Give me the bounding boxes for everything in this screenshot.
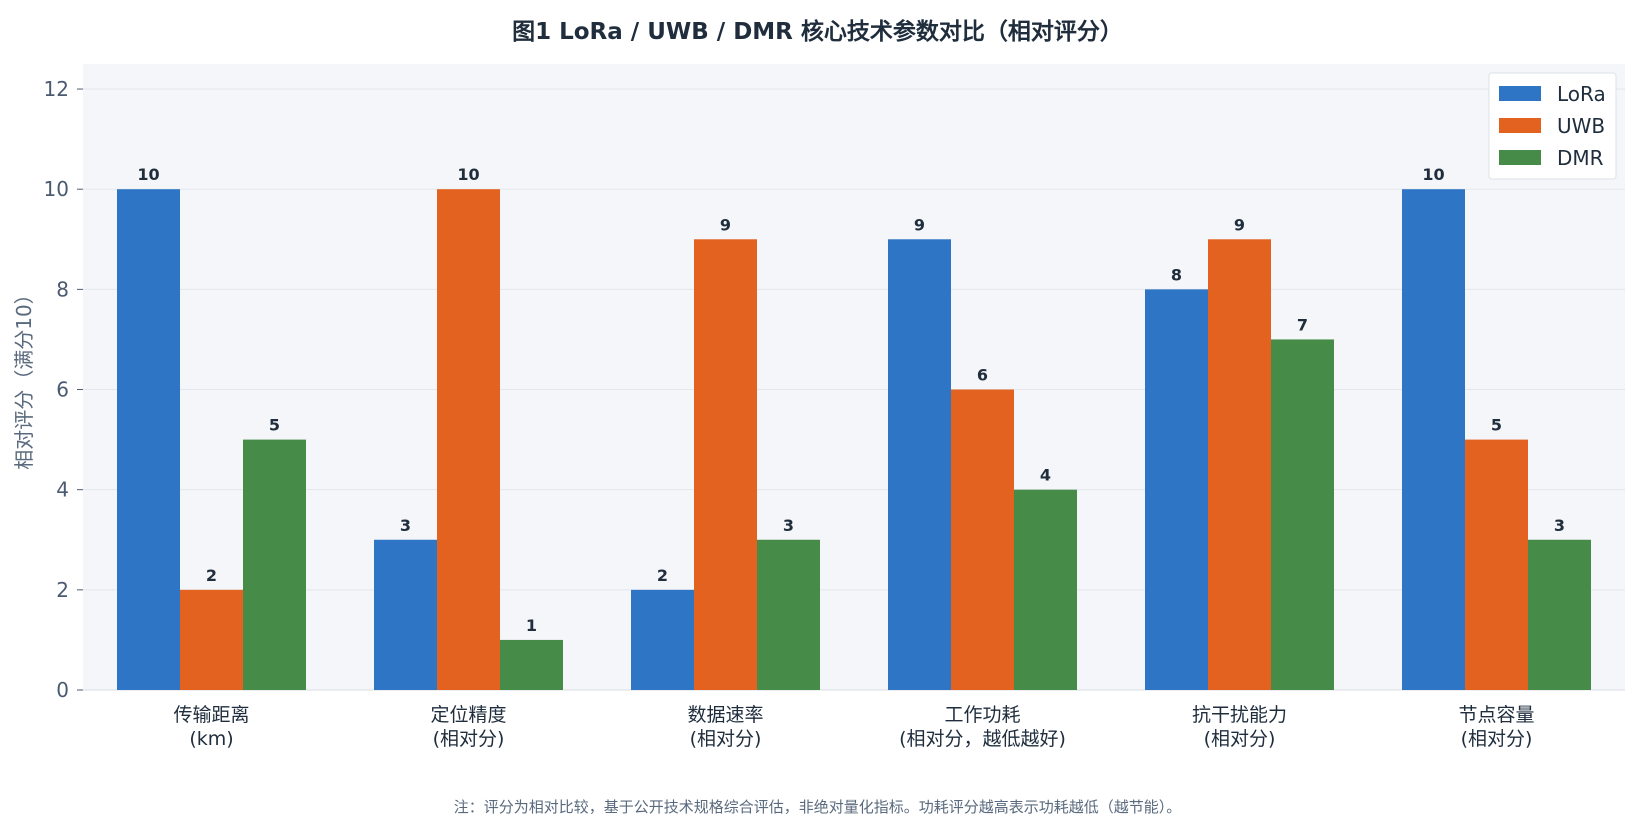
data-label-dmr: 4 <box>1040 466 1051 485</box>
data-label-lora: 10 <box>1422 165 1444 184</box>
y-tick-label: 12 <box>44 77 69 101</box>
bar-dmr <box>1271 339 1334 690</box>
data-label-lora: 8 <box>1171 265 1182 284</box>
y-tick-label: 8 <box>56 277 69 301</box>
x-axis-categories: 传输距离(km) 定位精度(相对分) 数据速率(相对分) 工作功耗(相对分，越低越好)… <box>173 704 1534 750</box>
y-tick-label: 4 <box>56 478 69 502</box>
bar-dmr <box>1528 539 1591 690</box>
data-label-lora: 3 <box>400 516 411 535</box>
data-label-dmr: 5 <box>269 416 280 435</box>
bar-lora <box>888 239 951 690</box>
x-category-label: 数据速率(相对分) <box>687 704 763 750</box>
data-label-dmr: 7 <box>1297 315 1308 334</box>
data-label-uwb: 5 <box>1491 416 1502 435</box>
legend-label-lora: LoRa <box>1557 82 1606 106</box>
y-tick-label: 6 <box>56 378 69 402</box>
y-tick-label: 10 <box>44 177 69 201</box>
data-label-dmr: 1 <box>526 616 537 635</box>
bar-lora <box>631 589 694 690</box>
bar-lora <box>1145 289 1208 690</box>
data-label-lora: 2 <box>657 566 668 585</box>
bar-dmr <box>500 639 563 690</box>
bar-dmr <box>243 439 306 690</box>
bar-lora <box>374 539 437 690</box>
data-label-uwb: 2 <box>206 566 217 585</box>
data-label-uwb: 9 <box>1234 215 1245 234</box>
legend: LoRa UWB DMR <box>1488 72 1617 180</box>
x-category-label: 定位精度(相对分) <box>430 704 506 750</box>
x-category-label: 节点容量(相对分) <box>1458 704 1534 750</box>
data-label-uwb: 9 <box>720 215 731 234</box>
x-category-label: 传输距离(km) <box>173 704 249 750</box>
legend-swatch-dmr <box>1499 150 1541 165</box>
x-category-label: 抗干扰能力(相对分) <box>1192 704 1287 750</box>
bar-dmr <box>1014 489 1077 690</box>
legend-label-dmr: DMR <box>1557 146 1604 170</box>
y-axis-label: 相对评分（满分10） <box>12 284 36 469</box>
bar-uwb <box>437 189 500 690</box>
y-tick-label: 2 <box>56 578 69 602</box>
bar-lora <box>117 189 180 690</box>
bar-uwb <box>1465 439 1528 690</box>
data-label-lora: 10 <box>137 165 159 184</box>
data-label-uwb: 6 <box>977 366 988 385</box>
data-label-dmr: 3 <box>783 516 794 535</box>
bar-uwb <box>951 389 1014 690</box>
bar-uwb <box>1208 239 1271 690</box>
bar-lora <box>1402 189 1465 690</box>
legend-label-uwb: UWB <box>1557 114 1605 138</box>
bar-dmr <box>757 539 820 690</box>
bar-uwb <box>694 239 757 690</box>
data-label-uwb: 10 <box>457 165 479 184</box>
bars <box>117 189 1591 690</box>
chart-title: 图1 LoRa / UWB / DMR 核心技术参数对比（相对评分） <box>512 19 1123 45</box>
legend-swatch-lora <box>1499 86 1541 101</box>
plot-background <box>83 64 1625 690</box>
bar-uwb <box>180 589 243 690</box>
data-labels: 10 2 5 3 10 1 2 9 3 9 6 4 8 9 7 10 5 3 <box>137 165 1565 635</box>
data-label-lora: 9 <box>914 215 925 234</box>
legend-swatch-uwb <box>1499 118 1541 133</box>
y-tick-label: 0 <box>56 678 69 702</box>
footnote: 注：评分为相对比较，基于公开技术规格综合评估，非绝对量化指标。功耗评分越高表示功… <box>453 798 1182 816</box>
x-category-label: 工作功耗(相对分，越低越好) <box>899 704 1066 750</box>
data-label-dmr: 3 <box>1554 516 1565 535</box>
